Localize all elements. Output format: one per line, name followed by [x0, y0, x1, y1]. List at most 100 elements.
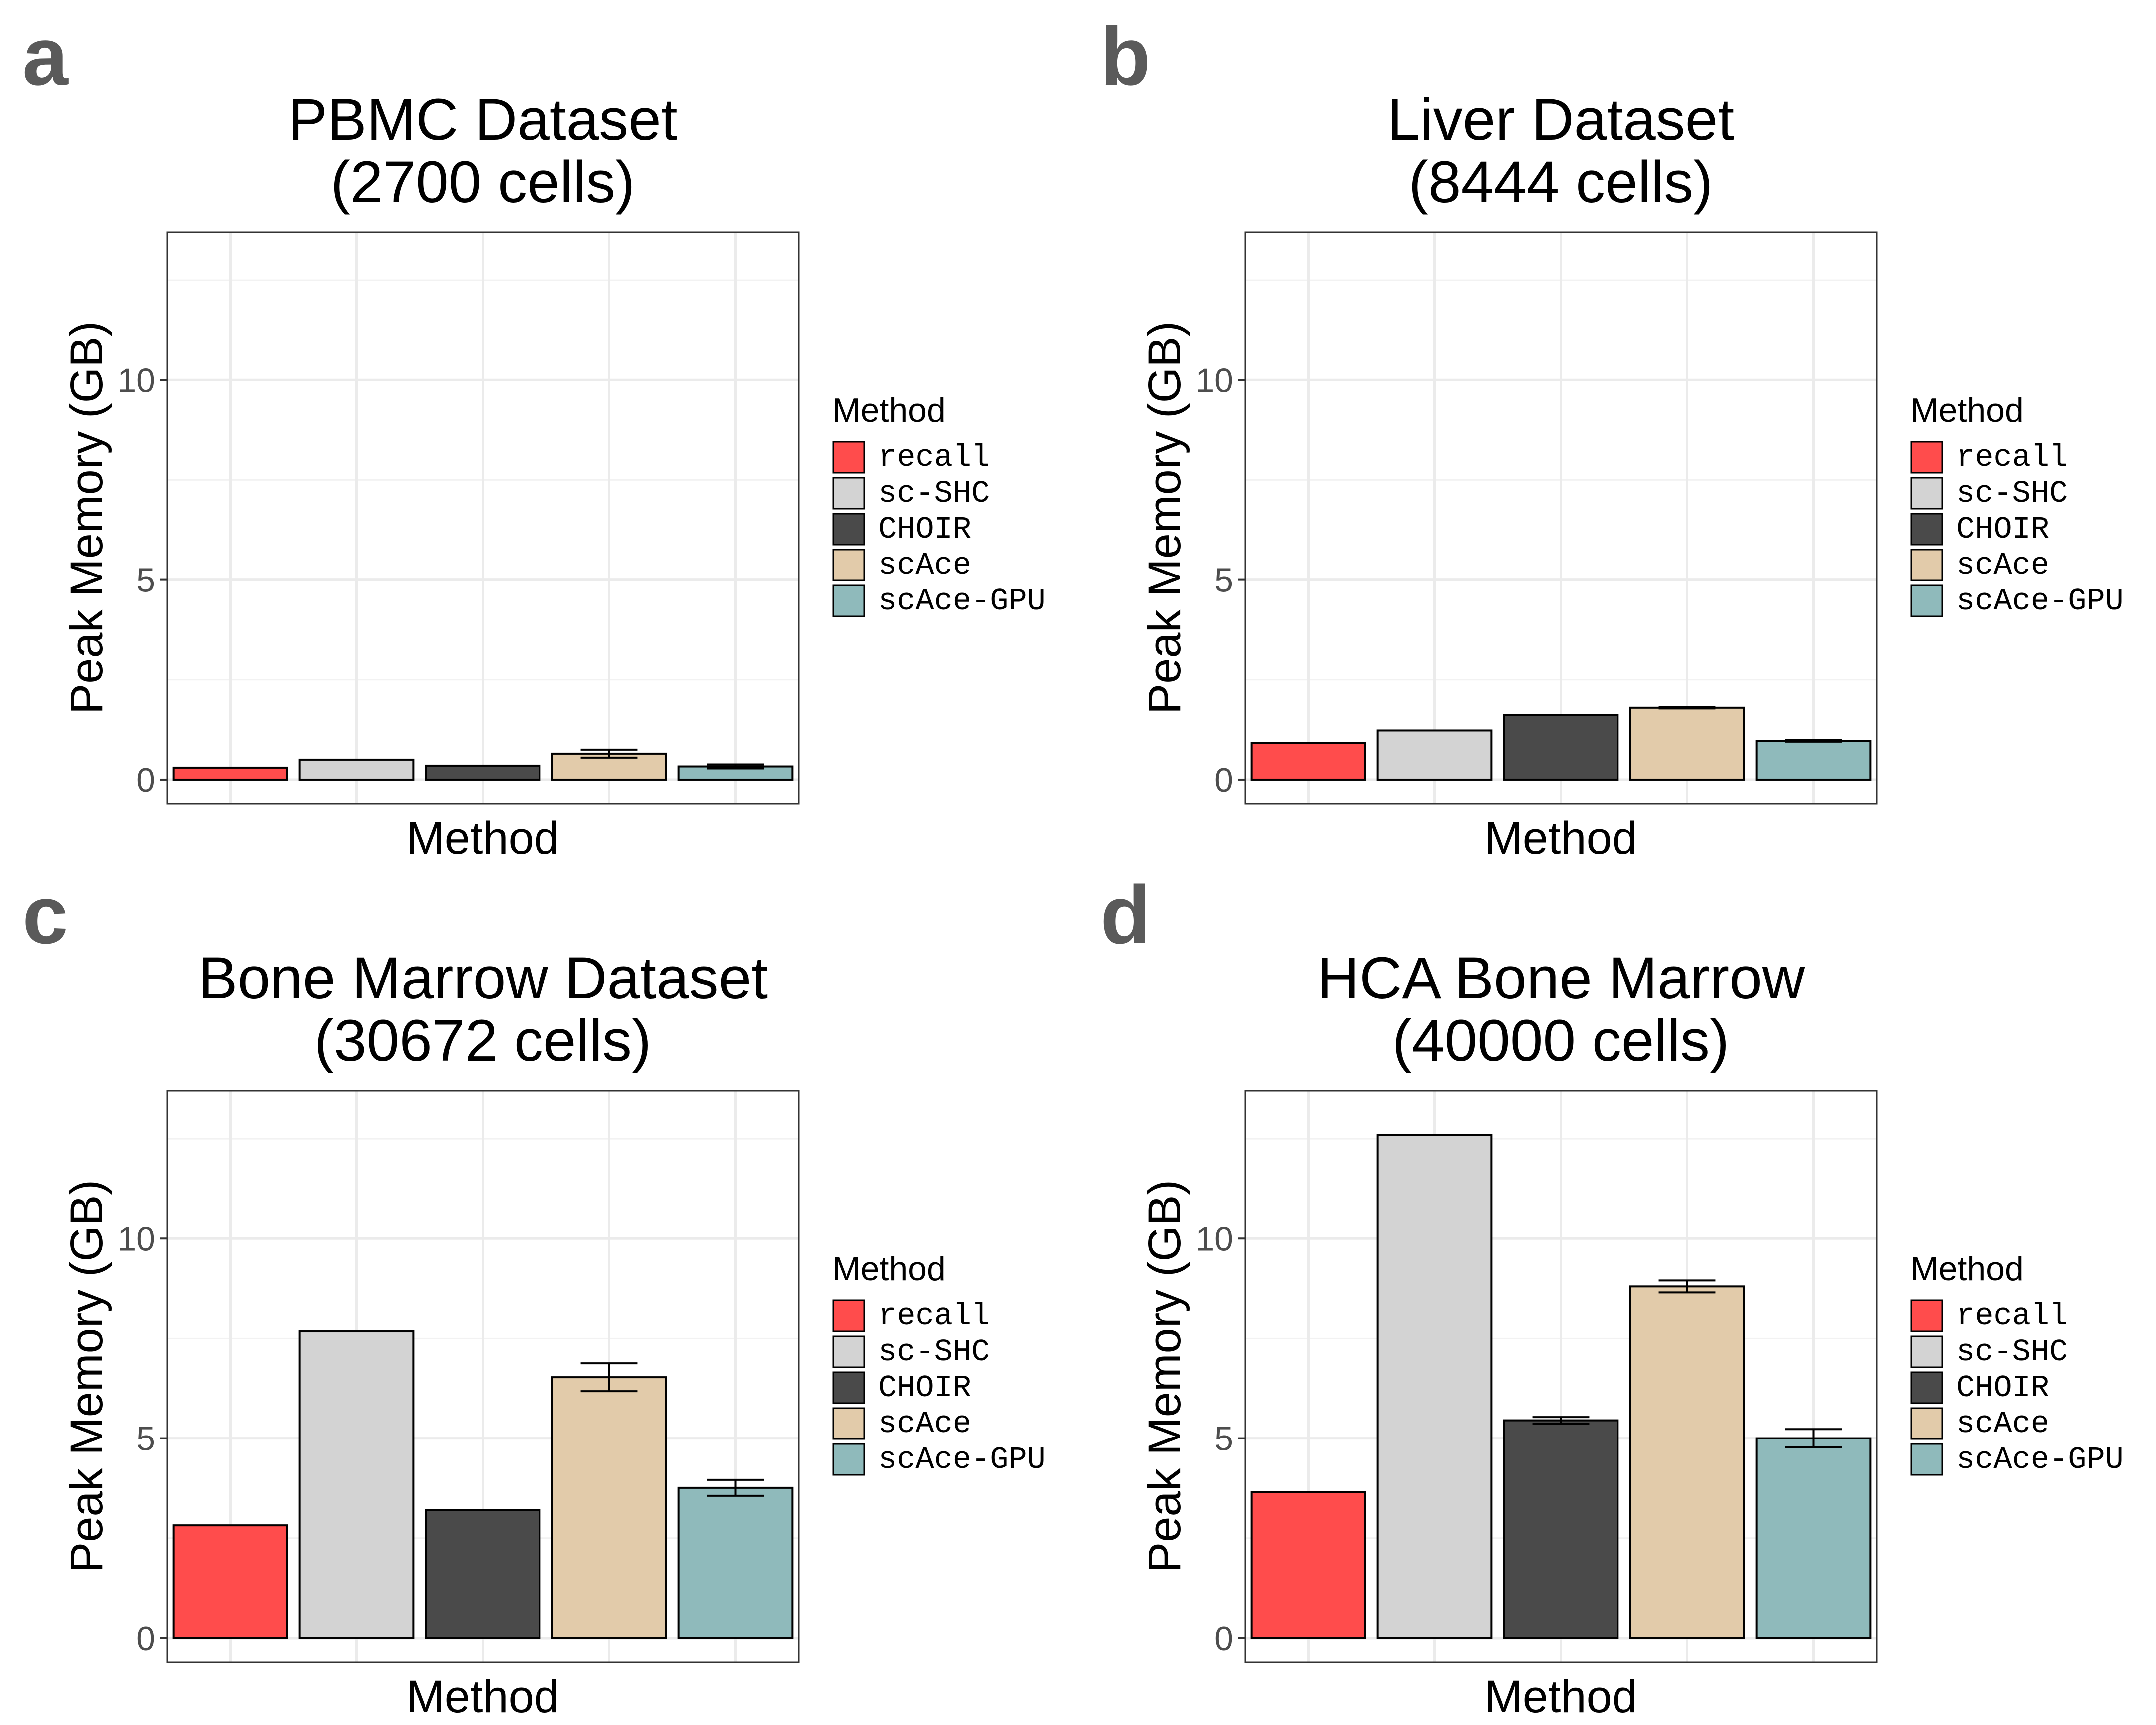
chart-title-line: Bone Marrow Dataset [198, 945, 768, 1011]
panel-c: c Bone Marrow Dataset(30672 cells) 0 5 10 Met… [22, 869, 1046, 1722]
legend-key-scAce [832, 549, 865, 581]
error-bar-scAce-GPU [1785, 739, 1842, 743]
y-tick-label: 10 [1195, 1220, 1233, 1258]
error-bar-scAce-GPU [707, 763, 764, 770]
legend-key-recall [832, 1299, 865, 1332]
bar-recall [172, 1524, 288, 1639]
legend-label-recall: recall [878, 1298, 990, 1334]
legend-key-sc-SHC [832, 477, 865, 510]
chart-title-line: (40000 cells) [1392, 1008, 1730, 1074]
legend-label-recall: recall [878, 440, 990, 475]
legend-key-recall [832, 441, 865, 474]
bar-scAce-GPU [677, 765, 794, 781]
legend-label-scAce-GPU: scAce-GPU [878, 583, 1046, 619]
error-bar-scAce-GPU [1785, 1428, 1842, 1449]
legend-label-sc-SHC: sc-SHC [1956, 1334, 2068, 1370]
y-axis-title: Peak Memory (GB) [1139, 1180, 1190, 1573]
legend-key-CHOIR [1910, 513, 1943, 546]
error-bar-scAce [580, 748, 638, 759]
legend-title: Method [832, 1250, 946, 1288]
panel-d: d HCA Bone Marrow(40000 cells) 0 5 10 Method P… [1100, 869, 2124, 1722]
legend-label-recall: recall [1956, 1298, 2068, 1334]
legend-label-CHOIR: CHOIR [878, 512, 971, 547]
legend-key-scAce-GPU [832, 1443, 865, 1476]
y-tick-label: 5 [136, 562, 155, 599]
bar-scAce [1629, 1285, 1745, 1639]
panel-letter: c [22, 869, 68, 961]
legend-key-sc-SHC [1910, 477, 1943, 510]
legend-title: Method [832, 391, 946, 429]
legend-label-scAce: scAce [1956, 1406, 2049, 1441]
bar-scAce-GPU [1755, 740, 1872, 781]
bar-scAce-GPU [677, 1486, 794, 1639]
plot-border [166, 1090, 800, 1663]
legend-label-scAce: scAce [878, 548, 971, 583]
y-tick-label: 10 [117, 1220, 155, 1258]
error-bar-scAce [580, 1362, 638, 1393]
legend-key-scAce [832, 1407, 865, 1440]
bar-scAce [1629, 706, 1745, 781]
chart-title-line: (30672 cells) [314, 1008, 652, 1074]
chart-title-line: (8444 cells) [1409, 149, 1713, 215]
x-axis-title: Method [1484, 1671, 1637, 1722]
legend-key-sc-SHC [832, 1335, 865, 1368]
legend-key-scAce-GPU [832, 584, 865, 617]
legend-label-recall: recall [1956, 440, 2068, 475]
plot-border [1244, 231, 1878, 805]
legend-label-CHOIR: CHOIR [878, 1370, 971, 1406]
legend-label-sc-SHC: sc-SHC [878, 476, 990, 511]
legend-label-scAce-GPU: scAce-GPU [1956, 1442, 2124, 1477]
legend-key-CHOIR [832, 513, 865, 546]
error-bar-scAce-GPU [707, 1478, 764, 1497]
y-tick-label: 10 [1195, 361, 1233, 399]
legend-key-recall [1910, 1299, 1943, 1332]
y-tick-label: 5 [1214, 562, 1233, 599]
bar-recall [172, 766, 288, 781]
y-tick-label: 5 [136, 1420, 155, 1458]
y-tick-label: 0 [1214, 1620, 1233, 1658]
legend-label-scAce-GPU: scAce-GPU [1956, 583, 2124, 619]
x-axis-title: Method [1484, 813, 1637, 863]
legend-key-scAce-GPU [1910, 584, 1943, 617]
legend-key-scAce-GPU [1910, 1443, 1943, 1476]
chart-title-line: HCA Bone Marrow [1317, 945, 1805, 1011]
legend-title: Method [1910, 391, 2024, 429]
bar-CHOIR [425, 764, 541, 781]
bar-CHOIR [425, 1509, 541, 1639]
legend-label-scAce: scAce [1956, 548, 2049, 583]
x-axis-title: Method [406, 1671, 559, 1722]
bar-scAce-GPU [1755, 1437, 1872, 1639]
chart-title-line: Liver Dataset [1387, 87, 1734, 153]
y-tick-label: 0 [136, 1620, 155, 1658]
y-axis-title: Peak Memory (GB) [1139, 321, 1190, 714]
error-bar-scAce [1658, 1279, 1716, 1294]
legend-key-CHOIR [832, 1371, 865, 1404]
bar-sc-SHC [298, 1330, 415, 1639]
panel-b: b Liver Dataset(8444 cells) 0 5 10 Method Peak… [1100, 10, 2124, 863]
legend-label-sc-SHC: sc-SHC [1956, 476, 2068, 511]
legend-label-scAce-GPU: scAce-GPU [878, 1442, 1046, 1477]
bar-scAce [551, 1376, 667, 1639]
panel-letter: d [1100, 869, 1151, 961]
chart-title-line: PBMC Dataset [288, 87, 677, 153]
plot-border [166, 231, 800, 805]
bar-recall [1250, 742, 1366, 781]
bar-scAce [551, 752, 667, 781]
bar-sc-SHC [1376, 1134, 1493, 1639]
legend-label-sc-SHC: sc-SHC [878, 1334, 990, 1370]
legend-label-scAce: scAce [878, 1406, 971, 1441]
error-bar-CHOIR [1532, 1416, 1590, 1425]
bar-CHOIR [1503, 714, 1619, 781]
y-axis-title: Peak Memory (GB) [61, 321, 112, 714]
legend-key-scAce [1910, 1407, 1943, 1440]
y-tick-label: 10 [117, 361, 155, 399]
x-axis-title: Method [406, 813, 559, 863]
legend-key-scAce [1910, 549, 1943, 581]
chart-title-line: (2700 cells) [331, 149, 635, 215]
plot-border [1244, 1090, 1878, 1663]
